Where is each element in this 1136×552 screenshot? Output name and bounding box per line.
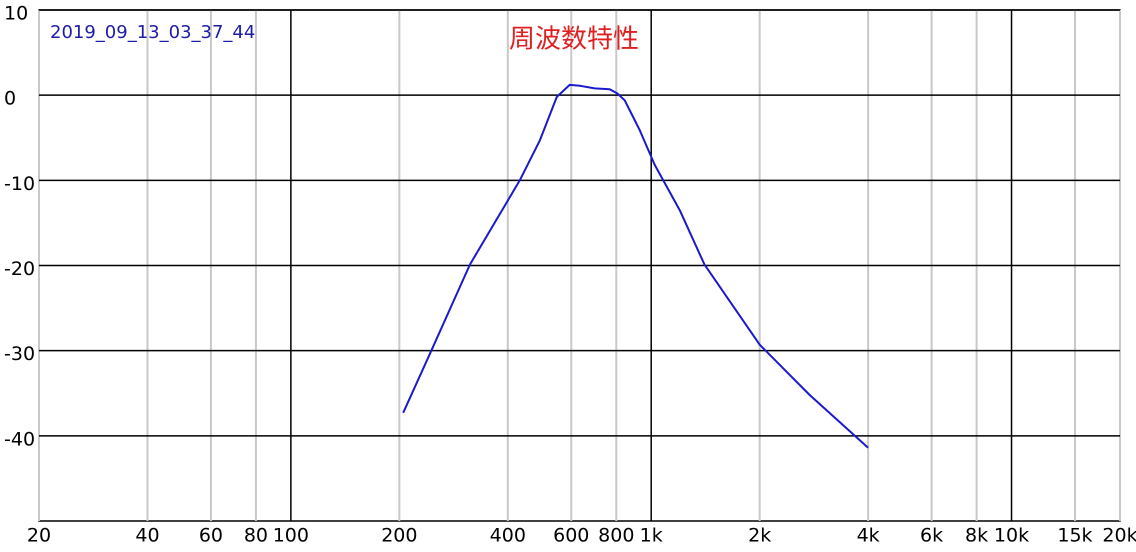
x-tick-label: 200 bbox=[381, 525, 417, 547]
y-tick-label: -40 bbox=[4, 428, 35, 450]
x-tick-label: 6k bbox=[920, 525, 943, 547]
y-tick-label: 10 bbox=[4, 3, 28, 25]
x-tick-label: 400 bbox=[490, 525, 526, 547]
y-tick-label: -30 bbox=[4, 343, 35, 365]
x-tick-label: 600 bbox=[553, 525, 589, 547]
x-tick-label: 80 bbox=[244, 525, 268, 547]
x-tick-label: 2k bbox=[748, 525, 771, 547]
x-tick-label: 20k bbox=[1102, 525, 1136, 547]
response-line bbox=[402, 83, 869, 449]
plot bbox=[402, 83, 869, 449]
x-tick-label: 15k bbox=[1057, 525, 1092, 547]
y-tick-label: 0 bbox=[4, 88, 16, 110]
chart-title: 周波数特性 bbox=[509, 25, 639, 55]
y-tick-label: -20 bbox=[4, 258, 35, 280]
x-tick-label: 40 bbox=[135, 525, 159, 547]
x-tick-label: 100 bbox=[273, 525, 309, 547]
x-tick-label: 800 bbox=[598, 525, 634, 547]
x-tick-label: 4k bbox=[857, 525, 880, 547]
timestamp: 2019_09_13_03_37_44 bbox=[50, 22, 255, 43]
x-tick-label: 20 bbox=[27, 525, 51, 547]
x-tick-label: 1k bbox=[640, 525, 663, 547]
x-tick-label: 10k bbox=[994, 525, 1029, 547]
grid: 20 40 60 80 100 200 400 600 800 1k 2k 4k 6k 8k 10k 15k 2… bbox=[4, 3, 1136, 547]
y-tick-label: -10 bbox=[4, 173, 35, 195]
x-tick-label: 8k bbox=[965, 525, 988, 547]
x-tick-label: 60 bbox=[199, 525, 223, 547]
